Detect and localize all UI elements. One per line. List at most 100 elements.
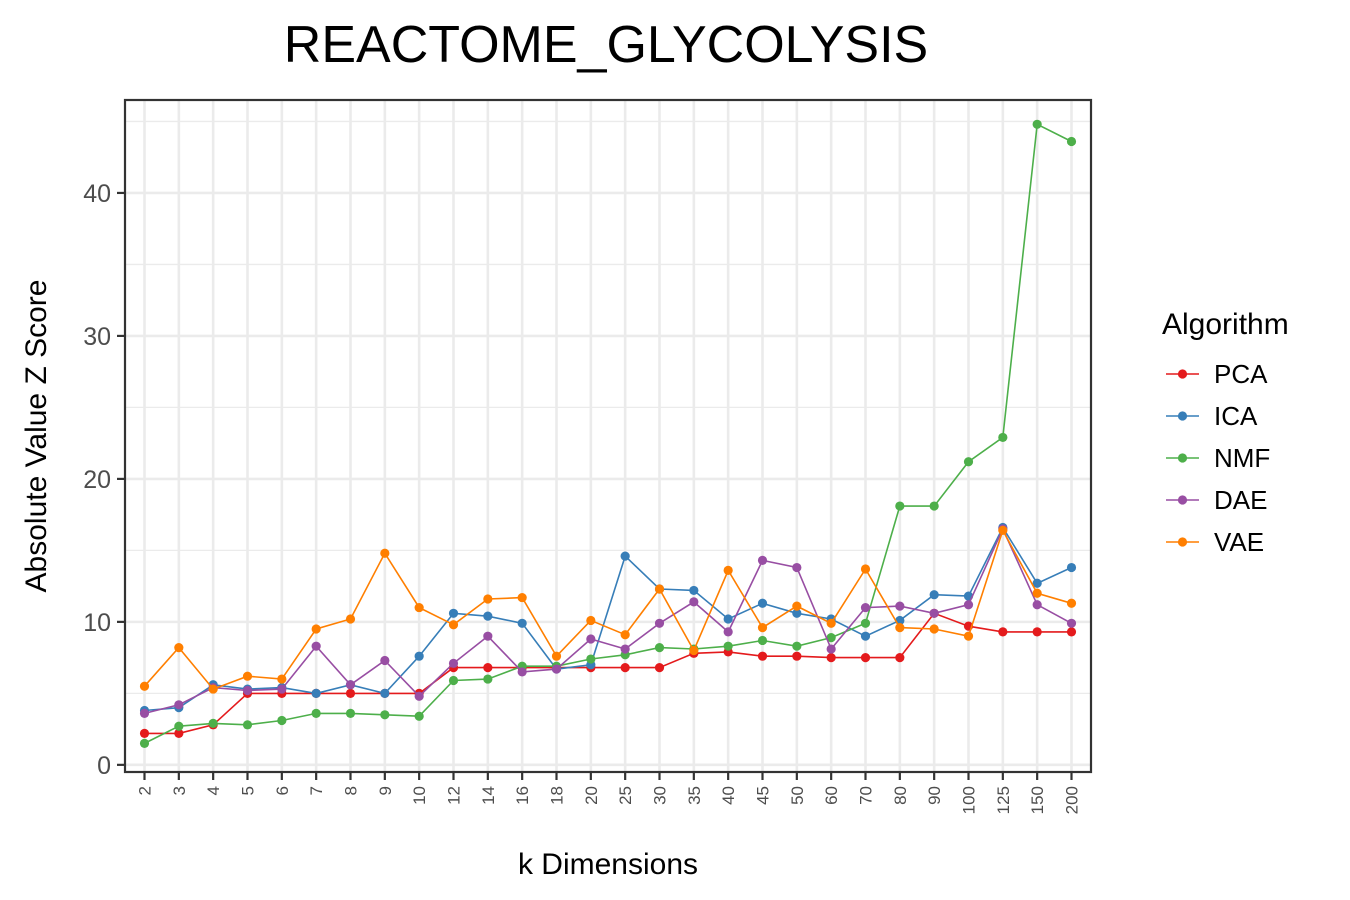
series-line-pca [144, 612, 1072, 735]
x-tick-label: 6 [273, 786, 292, 795]
x-tick-label: 100 [960, 786, 979, 814]
data-point-vae [139, 681, 150, 691]
x-axis: 2 3 4 5 6 7 8 9 10 12 14 16 18 20 25 30 35 40 45 50 60 70 80 90… [136, 772, 1082, 814]
x-axis-title: k Dimensions [518, 848, 698, 881]
data-point-vae [311, 624, 321, 634]
data-point-vae [174, 643, 184, 653]
data-point-dae [929, 608, 939, 618]
x-tick-label: 30 [651, 786, 670, 805]
data-point-pca [792, 651, 802, 661]
legend-key-point-nmf [1177, 453, 1188, 463]
x-tick-label: 18 [548, 786, 567, 805]
data-point-pca [998, 627, 1008, 637]
x-tick-label: 50 [788, 786, 807, 805]
legend-label-vae: VAE [1214, 527, 1264, 557]
legend-key-point-ica [1177, 411, 1188, 421]
data-point-nmf [929, 501, 939, 511]
data-point-nmf [757, 635, 768, 646]
data-point-ica [1066, 562, 1077, 573]
data-point-dae [277, 684, 287, 694]
data-point-dae [345, 680, 356, 690]
data-point-ica [689, 585, 699, 596]
data-point-pca [1032, 627, 1042, 637]
data-point-pca [139, 728, 150, 738]
data-point-vae [826, 618, 836, 628]
data-point-pca [345, 688, 356, 698]
data-point-vae [414, 602, 424, 613]
data-point-vae [723, 565, 733, 576]
data-point-nmf [139, 738, 150, 749]
data-point-dae [517, 667, 527, 677]
data-point-vae [448, 620, 459, 630]
data-point-dae [826, 644, 836, 654]
data-point-nmf [345, 708, 356, 718]
series-line-nmf [144, 123, 1072, 745]
data-point-nmf [963, 457, 974, 467]
series-line-vae [143, 528, 1072, 691]
x-tick-label: 5 [239, 786, 258, 795]
data-point-dae [139, 708, 150, 718]
data-point-vae [895, 622, 905, 633]
legend-label-nmf: NMF [1214, 443, 1270, 473]
x-tick-label: 14 [479, 786, 498, 805]
data-point-vae [620, 630, 630, 640]
data-point-nmf [586, 654, 596, 664]
data-point-vae [689, 645, 699, 656]
data-point-ica [929, 590, 939, 600]
data-point-nmf [414, 711, 424, 721]
x-tick-label: 12 [445, 786, 464, 805]
data-point-pca [1066, 627, 1077, 637]
x-tick-label: 10 [410, 786, 429, 805]
legend: Algorithm PCA ICA NMF DAE VAE [1162, 308, 1289, 557]
data-point-pca [826, 653, 836, 663]
data-point-vae [242, 671, 253, 681]
data-point-nmf [998, 432, 1008, 443]
x-tick-label: 200 [1063, 786, 1082, 814]
data-point-dae [1066, 618, 1077, 628]
x-tick-label: 60 [822, 786, 841, 805]
series-line-dae [144, 526, 1072, 715]
data-point-ica [483, 611, 493, 621]
legend-key-point-pca [1177, 369, 1188, 379]
legend-key-point-vae [1177, 537, 1188, 547]
data-point-ica [620, 551, 630, 561]
data-point-vae [551, 651, 562, 661]
data-point-vae [792, 601, 802, 611]
y-tick-label: 20 [83, 466, 111, 494]
data-point-vae [860, 564, 871, 574]
y-tick-label: 10 [83, 609, 111, 637]
plot-background [125, 100, 1091, 772]
data-point-nmf [826, 633, 836, 643]
data-point-vae [517, 592, 527, 603]
data-point-dae [586, 634, 596, 644]
data-point-nmf [380, 710, 390, 720]
x-tick-label: 7 [307, 786, 326, 795]
data-point-pca [174, 728, 184, 738]
data-point-vae [483, 594, 493, 604]
data-point-nmf [654, 643, 665, 653]
data-point-pca [654, 663, 665, 673]
data-point-nmf [1066, 136, 1077, 147]
legend-title: Algorithm [1162, 308, 1289, 341]
x-tick-label: 35 [685, 786, 704, 805]
data-point-vae [1066, 598, 1077, 608]
data-point-pca [860, 653, 871, 663]
x-tick-label: 4 [204, 786, 223, 795]
data-point-dae [689, 597, 699, 607]
x-tick-label: 8 [342, 786, 361, 795]
data-point-vae [757, 622, 768, 633]
data-point-ica [1032, 578, 1042, 588]
y-axis: 0 10 20 30 40 [83, 180, 125, 780]
data-point-ica [414, 651, 424, 661]
data-point-pca [895, 653, 905, 663]
data-point-dae [757, 555, 768, 565]
data-point-nmf [242, 720, 253, 730]
data-point-pca [620, 663, 630, 673]
legend-label-ica: ICA [1214, 401, 1258, 431]
data-point-dae [311, 641, 321, 651]
data-point-vae [654, 584, 665, 594]
data-point-ica [860, 631, 871, 641]
data-point-dae [414, 691, 424, 701]
plot-border [123, 98, 1093, 774]
